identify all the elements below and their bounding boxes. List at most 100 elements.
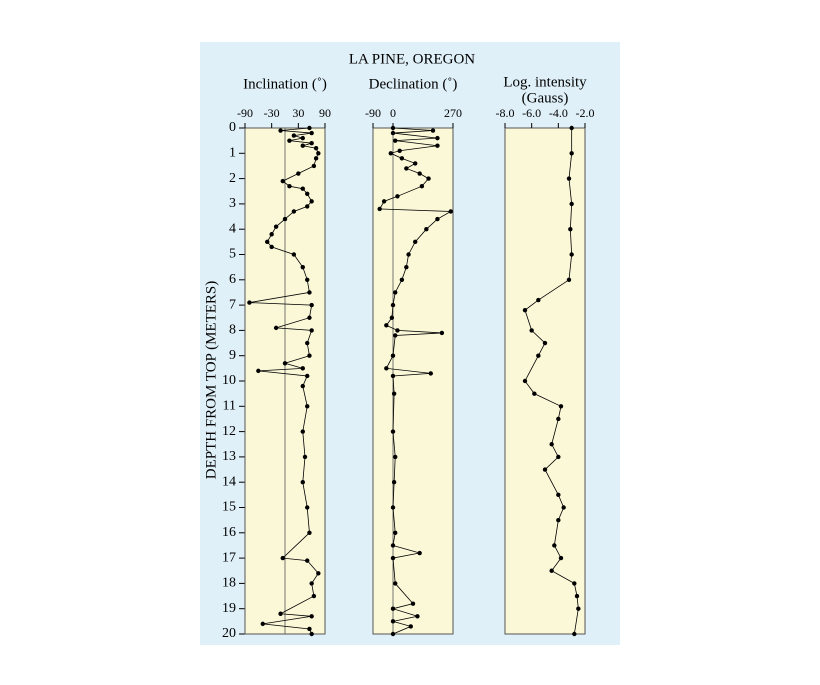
data-point bbox=[413, 239, 418, 245]
data-point bbox=[390, 631, 396, 637]
data-point bbox=[300, 135, 305, 141]
data-point bbox=[300, 366, 305, 371]
y-tick-label: 0 bbox=[229, 120, 236, 135]
data-point bbox=[569, 201, 574, 207]
data-point bbox=[307, 530, 312, 535]
data-point bbox=[390, 302, 396, 308]
data-point bbox=[309, 631, 314, 637]
y-tick-label: 5 bbox=[229, 247, 236, 262]
data-point bbox=[316, 151, 321, 156]
data-point bbox=[549, 568, 554, 573]
data-point bbox=[384, 323, 389, 328]
data-point bbox=[305, 505, 310, 510]
y-tick-label: 12 bbox=[222, 424, 236, 439]
data-point bbox=[558, 404, 564, 409]
data-point bbox=[381, 199, 387, 204]
data-point bbox=[569, 125, 574, 131]
data-point bbox=[529, 328, 534, 333]
data-point bbox=[390, 130, 396, 136]
data-point bbox=[311, 593, 317, 599]
data-point bbox=[390, 555, 396, 561]
data-point bbox=[247, 300, 252, 305]
data-point bbox=[390, 606, 396, 611]
data-point bbox=[395, 328, 400, 333]
x-tick-label: -6.0 bbox=[522, 106, 541, 120]
data-point bbox=[273, 224, 279, 229]
data-point bbox=[410, 601, 416, 606]
data-point bbox=[305, 558, 310, 563]
data-point bbox=[415, 614, 420, 619]
data-point bbox=[393, 454, 398, 460]
data-point bbox=[566, 176, 572, 181]
data-point bbox=[542, 340, 548, 346]
data-point bbox=[305, 404, 310, 409]
data-point bbox=[300, 186, 305, 191]
y-tick-label: 13 bbox=[222, 449, 236, 464]
data-point bbox=[428, 371, 433, 376]
data-point bbox=[260, 621, 265, 627]
data-point bbox=[278, 128, 283, 133]
data-point bbox=[300, 383, 305, 389]
data-point bbox=[556, 454, 561, 460]
data-point bbox=[576, 606, 581, 611]
x-tick-label: 0 bbox=[390, 106, 396, 120]
data-point bbox=[549, 442, 554, 447]
data-point bbox=[300, 143, 305, 148]
data-point bbox=[390, 353, 396, 358]
data-point bbox=[282, 361, 288, 366]
data-point bbox=[404, 264, 409, 270]
data-point bbox=[269, 244, 274, 250]
data-point bbox=[296, 171, 301, 176]
x-axis-label: Log. intensity bbox=[503, 74, 587, 90]
y-tick-label: 17 bbox=[222, 550, 236, 565]
data-point bbox=[419, 183, 425, 189]
data-point bbox=[309, 302, 314, 308]
data-point bbox=[390, 543, 396, 548]
data-point bbox=[302, 454, 308, 460]
data-point bbox=[391, 480, 397, 485]
data-point bbox=[309, 581, 314, 586]
y-tick-label: 11 bbox=[223, 399, 236, 414]
y-tick-label: 7 bbox=[229, 297, 236, 312]
data-point bbox=[265, 239, 270, 245]
data-point bbox=[413, 161, 418, 166]
y-tick-label: 15 bbox=[222, 500, 236, 515]
data-point bbox=[388, 151, 393, 156]
data-point bbox=[558, 555, 564, 561]
data-point bbox=[307, 626, 312, 632]
data-point bbox=[542, 467, 548, 472]
data-point bbox=[393, 138, 398, 143]
data-point bbox=[408, 624, 413, 629]
y-tick-label: 4 bbox=[229, 221, 236, 236]
x-tick-label: -30 bbox=[264, 106, 280, 120]
data-point bbox=[309, 614, 314, 619]
data-point bbox=[390, 125, 396, 131]
data-point bbox=[426, 176, 431, 181]
y-tick-label: 16 bbox=[222, 525, 236, 540]
data-point bbox=[307, 125, 312, 131]
data-point bbox=[556, 416, 561, 422]
data-point bbox=[393, 290, 398, 295]
data-point bbox=[399, 156, 405, 161]
data-point bbox=[300, 429, 305, 434]
data-point bbox=[522, 307, 528, 313]
x-axis-label: Inclination (˚) bbox=[243, 76, 327, 92]
data-point bbox=[556, 492, 561, 498]
data-point bbox=[300, 264, 305, 270]
data-point bbox=[569, 151, 574, 156]
y-tick-label: 10 bbox=[222, 373, 236, 388]
data-point bbox=[390, 505, 396, 510]
data-point bbox=[399, 277, 405, 282]
data-point bbox=[435, 143, 440, 148]
data-point bbox=[532, 391, 537, 396]
x-tick-label: -2.0 bbox=[576, 106, 595, 120]
data-point bbox=[404, 166, 409, 171]
data-point bbox=[572, 631, 577, 637]
data-point bbox=[307, 315, 312, 320]
data-point bbox=[393, 581, 398, 586]
data-point bbox=[313, 146, 319, 151]
data-point bbox=[309, 130, 314, 136]
data-point bbox=[311, 163, 317, 169]
data-point bbox=[390, 619, 396, 624]
data-point bbox=[313, 156, 319, 161]
